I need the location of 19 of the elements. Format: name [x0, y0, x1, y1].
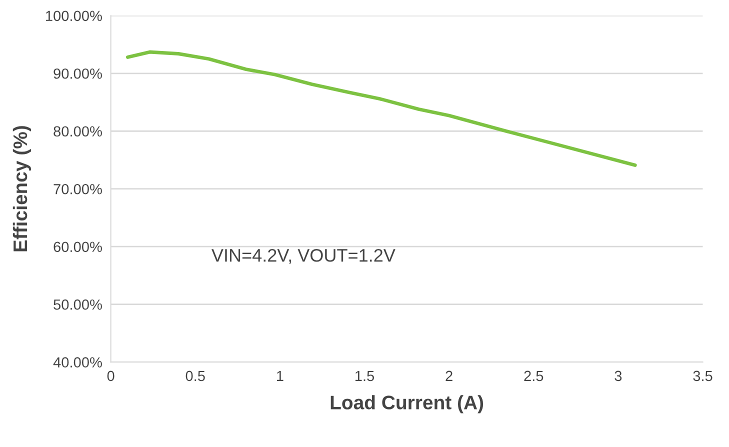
- x-tick-label: 3: [614, 370, 622, 382]
- y-tick-label: 100.00%: [46, 10, 102, 22]
- x-tick-label: 1: [276, 370, 284, 381]
- x-tick-label: 1.5: [355, 370, 374, 382]
- x-tick-label: 3.5: [693, 370, 712, 382]
- x-axis-title: Load Current (A): [330, 395, 484, 414]
- x-tick-label: 2.5: [524, 370, 544, 382]
- y-axis-title: Efficiency (%): [12, 126, 32, 252]
- x-tick-label: 0: [107, 370, 114, 382]
- x-tick-label: 2: [446, 370, 452, 381]
- y-tick-label: 80.00%: [54, 126, 102, 137]
- y-tick-label: 90.00%: [54, 68, 102, 79]
- y-tick-label: 60.00%: [54, 242, 102, 252]
- annotation: VIN=4.2V, VOUT=1.2V: [212, 249, 396, 264]
- y-tick-label: 50.00%: [54, 299, 102, 310]
- y-tick-label: 70.00%: [54, 184, 102, 194]
- y-tick-label: 40.00%: [53, 357, 102, 368]
- line-series: [126, 50, 637, 167]
- x-tick-label: 0.5: [186, 370, 205, 382]
